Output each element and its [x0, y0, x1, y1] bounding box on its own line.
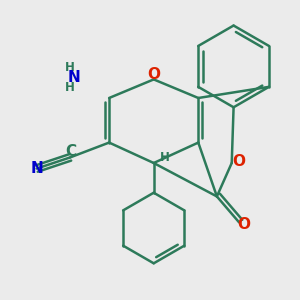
- Text: O: O: [147, 68, 160, 82]
- Text: N: N: [30, 161, 43, 176]
- Text: N: N: [68, 70, 80, 85]
- Text: H: H: [65, 61, 75, 74]
- Text: O: O: [232, 154, 245, 169]
- Text: O: O: [237, 217, 250, 232]
- Text: H: H: [160, 151, 170, 164]
- Text: H: H: [65, 82, 75, 94]
- Text: C: C: [65, 144, 76, 159]
